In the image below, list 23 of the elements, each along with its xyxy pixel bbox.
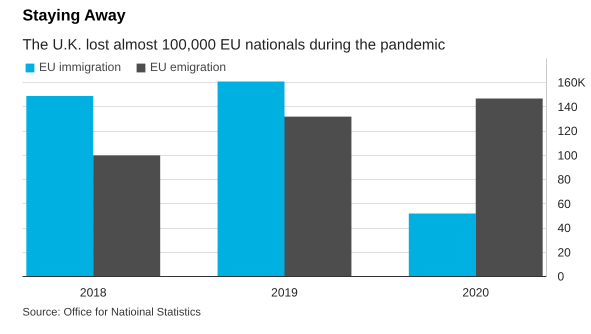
legend-label: EU immigration xyxy=(39,60,122,74)
y-tick-label: 160K xyxy=(558,76,586,90)
y-tick-label: 100 xyxy=(558,148,578,162)
bar xyxy=(93,155,160,276)
x-tick-label: 2019 xyxy=(271,286,298,300)
y-tick-label: 80 xyxy=(558,172,572,187)
bar xyxy=(26,96,94,276)
y-tick-label: 20 xyxy=(558,245,572,260)
bar xyxy=(284,116,352,276)
y-tick-label: 120 xyxy=(558,124,578,138)
y-tick-label: 140 xyxy=(558,100,578,114)
bar xyxy=(408,214,476,276)
bar xyxy=(476,98,543,276)
chart-subtitle: The U.K. lost almost 100,000 EU nationals during the pandemic xyxy=(22,36,446,54)
y-tick-label: 40 xyxy=(558,221,572,236)
chart-title: Staying Away xyxy=(22,8,126,24)
x-tick-label: 2020 xyxy=(462,286,490,300)
y-tick-label: 0 xyxy=(558,270,564,284)
legend-label: EU emigration xyxy=(150,60,226,74)
x-tick-label: 2018 xyxy=(80,286,107,300)
bar xyxy=(218,82,284,276)
y-tick-label: 60 xyxy=(558,196,572,211)
source-note: Source: Office for Natioinal Statistics xyxy=(22,306,202,318)
